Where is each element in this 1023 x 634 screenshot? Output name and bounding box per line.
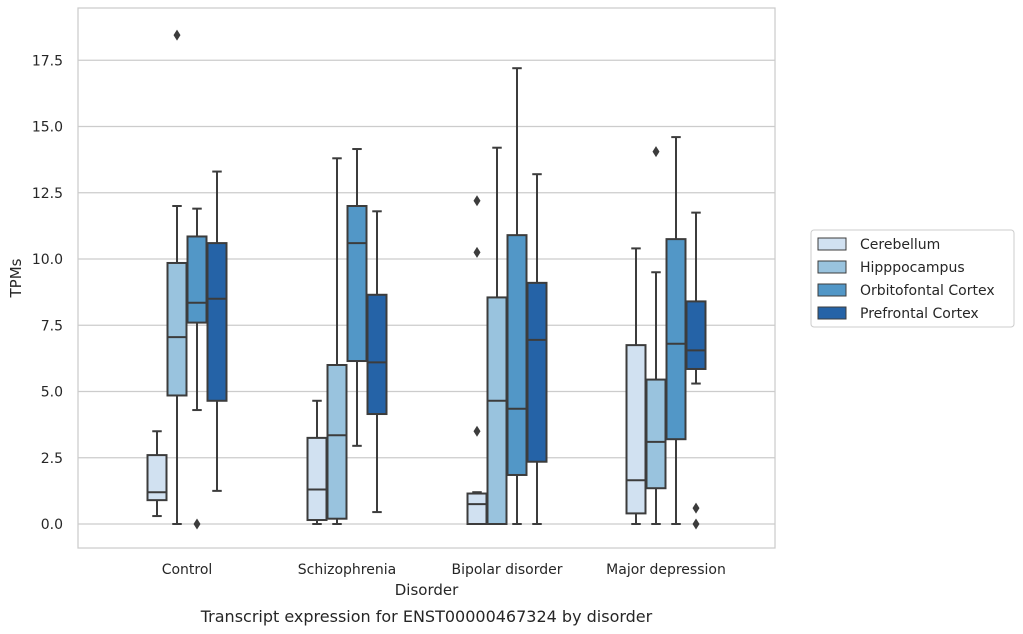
box-hipppocampus-0 — [166, 29, 188, 525]
y-tick-labels: 0.0 2.5 5.0 7.5 10.0 12.5 15.0 17.5 — [32, 53, 63, 533]
box-prefrontal-cortex-0 — [206, 170, 228, 492]
box-orbitofontal-cortex-2 — [506, 67, 528, 525]
x-tick-labels: Control Schizophrenia Bipolar disorder Majo… — [162, 562, 726, 578]
legend-label: Prefrontal Cortex — [860, 306, 979, 322]
box-iqr — [146, 454, 168, 502]
box-iqr — [366, 293, 388, 416]
outlier-point — [473, 195, 481, 207]
box-orbitofontal-cortex-1 — [346, 148, 368, 447]
outlier-point — [173, 29, 181, 41]
box-iqr — [186, 235, 208, 324]
outlier-point — [652, 146, 660, 158]
box-iqr — [625, 344, 647, 515]
box-iqr — [206, 242, 228, 402]
y-tick-label: 15.0 — [32, 120, 63, 136]
legend-swatch — [817, 237, 847, 251]
y-tick-label: 17.5 — [32, 53, 63, 69]
box-cerebellum-3 — [625, 247, 647, 525]
y-tick-label: 0.0 — [41, 517, 63, 533]
box-iqr — [486, 296, 508, 525]
box-cerebellum-0 — [146, 430, 168, 518]
box-cerebellum-1 — [306, 399, 328, 525]
box-hipppocampus-2 — [486, 146, 508, 525]
box-plots — [146, 29, 707, 530]
box-iqr — [166, 261, 188, 397]
outlier-point — [193, 518, 201, 530]
legend-swatch — [817, 260, 847, 274]
box-iqr — [665, 238, 687, 441]
x-axis-label: Disorder — [395, 581, 459, 599]
x-tick-label: Major depression — [606, 562, 726, 578]
y-axis-label: TPMs — [7, 258, 25, 298]
box-iqr — [326, 364, 348, 520]
y-tick-label: 2.5 — [41, 451, 63, 467]
outlier-point — [473, 425, 481, 437]
legend: Cerebellum Hipppocampus Orbitofontal Corte… — [810, 229, 1015, 328]
outlier-point — [692, 502, 700, 514]
box-iqr — [466, 492, 488, 525]
outlier-point — [473, 246, 481, 258]
y-tick-label: 12.5 — [32, 186, 63, 202]
outlier-point — [692, 518, 700, 530]
box-cerebellum-2 — [466, 195, 488, 525]
box-hipppocampus-3 — [645, 146, 667, 525]
box-iqr — [526, 281, 548, 463]
legend-label: Hipppocampus — [860, 260, 965, 276]
y-tick-label: 7.5 — [41, 318, 63, 334]
y-tick-label: 5.0 — [41, 385, 63, 401]
legend-label: Cerebellum — [860, 237, 940, 253]
y-tick-label: 10.0 — [32, 252, 63, 268]
legend-label: Orbitofontal Cortex — [860, 283, 995, 299]
box-iqr — [306, 436, 328, 522]
box-prefrontal-cortex-1 — [366, 210, 388, 514]
box-iqr — [685, 300, 707, 370]
box-prefrontal-cortex-3 — [685, 211, 707, 530]
legend-swatch — [817, 283, 847, 297]
plot-area-frame — [77, 7, 776, 549]
box-iqr — [645, 378, 667, 490]
legend-swatch — [817, 306, 847, 320]
x-tick-label: Control — [162, 562, 213, 578]
x-tick-label: Schizophrenia — [298, 562, 396, 578]
legend-frame — [810, 229, 1015, 328]
x-tick-label: Bipolar disorder — [451, 562, 562, 578]
chart-caption: Transcript expression for ENST0000046732… — [200, 607, 653, 626]
box-prefrontal-cortex-2 — [526, 173, 548, 525]
box-iqr — [506, 234, 528, 476]
box-hipppocampus-1 — [326, 157, 348, 525]
box-orbitofontal-cortex-0 — [186, 207, 208, 530]
box-orbitofontal-cortex-3 — [665, 136, 687, 525]
box-iqr — [346, 205, 368, 363]
